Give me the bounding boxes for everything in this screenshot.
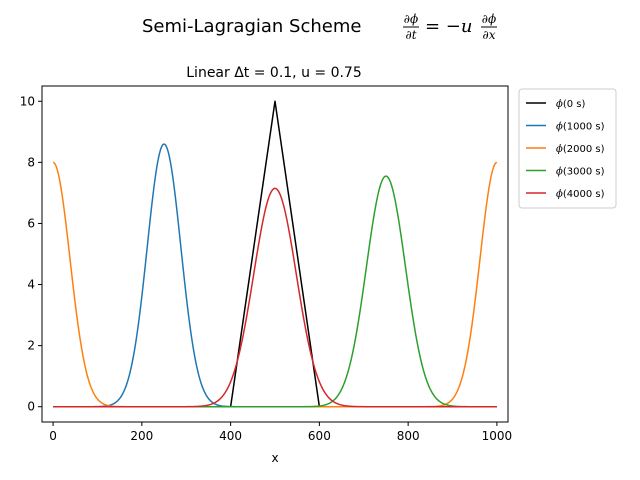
legend-label-2: ϕ(2000 s) bbox=[556, 144, 605, 155]
legend: ϕ(0 s) ϕ(1000 s) ϕ(2000 s) ϕ(3000 s) ϕ(4000 … bbox=[518, 88, 617, 209]
y-tick-label: 2 bbox=[27, 339, 35, 353]
legend-label-0: ϕ(0 s) bbox=[556, 99, 585, 110]
x-tick-label: 400 bbox=[219, 429, 242, 443]
y-tick-label: 0 bbox=[27, 400, 35, 414]
legend-label-1: ϕ(1000 s) bbox=[556, 122, 605, 133]
y-tick-label: 6 bbox=[27, 216, 35, 230]
x-tick-label: 600 bbox=[308, 429, 331, 443]
x-tick-label: 0 bbox=[49, 429, 57, 443]
legend-items: ϕ(0 s) ϕ(1000 s) ϕ(2000 s) ϕ(3000 s) ϕ(4000 … bbox=[526, 99, 605, 200]
eq-lhs-denominator: ∂t bbox=[405, 28, 416, 42]
series-layer bbox=[52, 100, 498, 408]
x-axis-label: x bbox=[271, 451, 278, 465]
x-tick-label: 1000 bbox=[482, 429, 513, 443]
eq-rhs-numerator: ∂ϕ bbox=[482, 12, 496, 26]
suptitle: Semi-Lagragian Scheme bbox=[142, 16, 361, 37]
plot-area: 0 200 400 600 800 1000 0 2 4 6 8 10 bbox=[20, 85, 512, 443]
legend-label-3: ϕ(3000 s) bbox=[556, 167, 605, 178]
legend-label-4: ϕ(4000 s) bbox=[556, 189, 605, 200]
eq-middle: = −u bbox=[425, 16, 472, 37]
axes-frame bbox=[41, 85, 509, 423]
axes-title: Linear Δt = 0.1, u = 0.75 bbox=[186, 65, 362, 81]
y-tick-label: 8 bbox=[27, 155, 35, 169]
suptitle-equation: ∂ϕ ∂t = −u ∂ϕ ∂x bbox=[403, 12, 497, 42]
x-tick-label: 200 bbox=[130, 429, 153, 443]
y-tick-label: 10 bbox=[20, 94, 35, 108]
eq-rhs-denominator: ∂x bbox=[483, 28, 496, 42]
series-line-4 bbox=[53, 187, 497, 408]
legend-frame bbox=[518, 88, 617, 209]
ticks-layer: 0 200 400 600 800 1000 0 2 4 6 8 10 bbox=[20, 94, 512, 443]
eq-lhs-numerator: ∂ϕ bbox=[404, 12, 418, 26]
x-tick-label: 800 bbox=[397, 429, 420, 443]
y-tick-label: 4 bbox=[27, 278, 35, 292]
